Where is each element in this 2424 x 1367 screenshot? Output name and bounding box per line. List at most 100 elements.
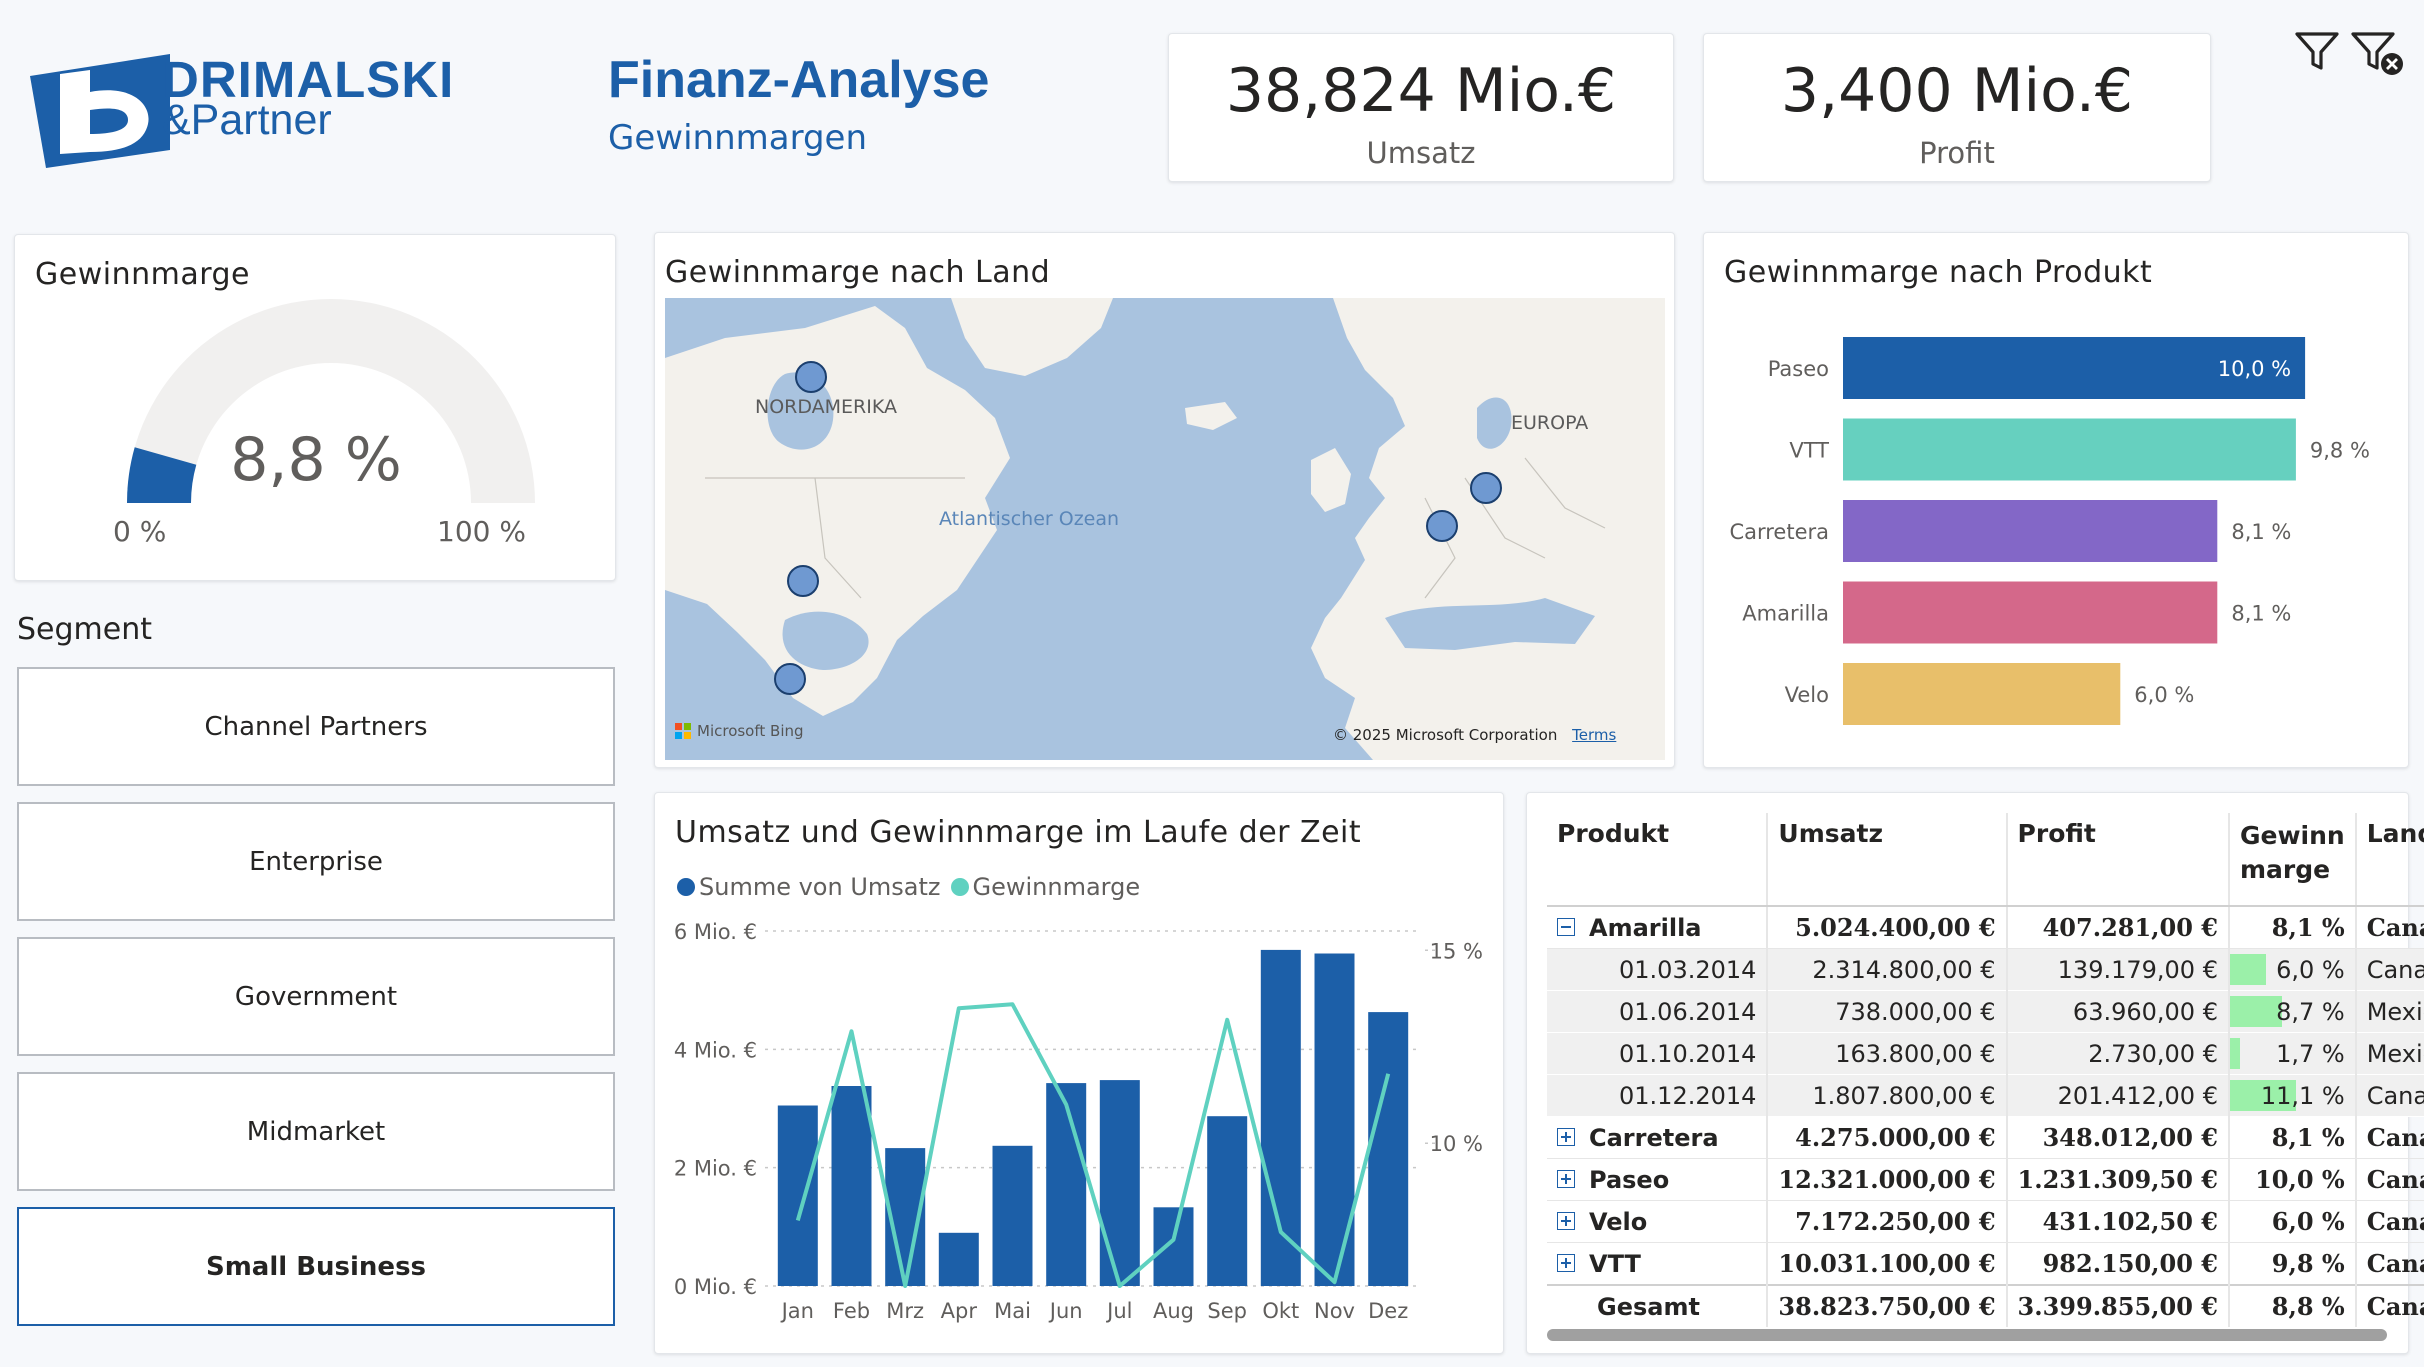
x-tick-label: Feb — [833, 1299, 870, 1323]
cell-profit: 2.730,00 € — [2006, 1032, 2230, 1075]
cell-text: 6,0 % — [2271, 1207, 2345, 1236]
terms-link[interactable]: Terms — [1572, 726, 1617, 744]
x-tick-label: Sep — [1207, 1299, 1247, 1323]
cell-marge: 11,1 % — [2228, 1074, 2357, 1117]
matrix-scrollbar[interactable] — [1547, 1329, 2387, 1341]
cell-produkt: VTT — [1547, 1242, 1769, 1286]
product-bar-velo[interactable] — [1843, 663, 2121, 725]
gewinnmarge-line[interactable] — [795, 1002, 1391, 1288]
cell-umsatz: 10.031.100,00 € — [1767, 1242, 2008, 1286]
product-bar-chart: Paseo 10,0 % VTT 9,8 % Carretera 8,1 % Amarill… — [1729, 337, 2370, 725]
cell-profit: 407.281,00 € — [2006, 906, 2230, 949]
matrix-row-01-03-2014: 01.03.2014 2.314.800,00 € 139.179,00 € 6,0 … — [1547, 948, 2424, 991]
segment-item-channel-partners[interactable]: Channel Partners — [17, 667, 615, 786]
map-bubble-germany[interactable] — [1470, 472, 1502, 504]
product-bar-vtt[interactable] — [1843, 418, 2296, 481]
product-category-label: Velo — [1785, 683, 1829, 707]
segment-item-label: Government — [234, 981, 398, 1012]
map-land-greenland — [951, 298, 1113, 376]
cell-produkt: Paseo — [1547, 1158, 1769, 1201]
cell-marge: 10,0 % — [2228, 1158, 2357, 1201]
map-copyright: © 2025 Microsoft Corporation Terms — [1333, 726, 1616, 744]
cell-profit: 139.179,00 € — [2006, 948, 2230, 991]
matrix-row-paseo[interactable]: Paseo 12.321.000,00 € 1.231.309,50 € 10,0 %… — [1547, 1158, 2424, 1201]
expand-icon[interactable] — [1557, 1127, 1575, 1146]
cell-produkt: Gesamt — [1547, 1284, 1769, 1327]
matrix-row-01-12-2014: 01.12.2014 1.807.800,00 € 201.412,00 € 11,1… — [1547, 1074, 2424, 1117]
matrix-row-vtt[interactable]: VTT 10.031.100,00 € 982.150,00 € 9,8 % Canad… — [1547, 1242, 2424, 1286]
map-view[interactable]: NORDAMERIKA EUROPA Atlantischer Ozean Mi… — [665, 298, 1665, 760]
umsatz-bar-aug[interactable] — [1153, 1207, 1194, 1286]
time-chart-title: Umsatz und Gewinnmarge im Laufe der Zeit — [675, 815, 1362, 850]
map-label-north-america: NORDAMERIKA — [755, 396, 897, 418]
header-profit[interactable]: Profit — [2006, 813, 2230, 907]
x-tick-label: Mai — [994, 1299, 1031, 1323]
matrix-row-carretera[interactable]: Carretera 4.275.000,00 € 348.012,00 € 8,1 %… — [1547, 1116, 2424, 1159]
cell-produkt: 01.10.2014 — [1547, 1032, 1769, 1075]
x-tick-label: Jun — [1048, 1299, 1083, 1323]
matrix-row-gesamt: Gesamt 38.823.750,00 € 3.399.855,00 € 8,8 %… — [1547, 1284, 2424, 1327]
map-bubble-mexico[interactable] — [774, 663, 806, 695]
header-land[interactable]: Land — [2355, 813, 2424, 907]
umsatz-bar-okt[interactable] — [1260, 949, 1301, 1286]
segment-item-enterprise[interactable]: Enterprise — [17, 802, 615, 921]
marge-data-bar — [2229, 954, 2266, 985]
expand-icon[interactable] — [1557, 1169, 1575, 1188]
product-bar-paseo[interactable] — [1843, 337, 2306, 399]
cell-land: Canada — [2355, 906, 2424, 949]
matrix-row-amarilla[interactable]: Amarilla 5.024.400,00 € 407.281,00 € 8,1 % C… — [1547, 906, 2424, 949]
x-tick-label: Dez — [1368, 1299, 1408, 1323]
umsatz-bar-nov[interactable] — [1314, 953, 1355, 1287]
header-produkt[interactable]: Produkt — [1547, 813, 1769, 907]
umsatz-bar-sep[interactable] — [1207, 1116, 1248, 1286]
cell-umsatz: 738.000,00 € — [1767, 990, 2008, 1033]
map-bubble-canada[interactable] — [795, 361, 827, 393]
matrix-table: Produkt Umsatz Profit Gewinn marge Land … — [1547, 813, 2424, 1327]
cell-land: Canada — [2355, 1200, 2424, 1243]
logo-sub: &Partner — [162, 96, 332, 144]
cell-umsatz: 1.807.800,00 € — [1767, 1074, 2008, 1117]
marge-data-bar — [2229, 996, 2282, 1027]
cell-produkt: 01.03.2014 — [1547, 948, 1769, 991]
product-value-label: 8,1 % — [2231, 602, 2291, 626]
segment-item-government[interactable]: Government — [17, 937, 615, 1056]
umsatz-bar-apr[interactable] — [938, 1232, 979, 1287]
segment-item-midmarket[interactable]: Midmarket — [17, 1072, 615, 1191]
cell-text: Canada — [2366, 955, 2424, 984]
product-bar-carretera[interactable] — [1843, 500, 2218, 562]
gauge-track — [127, 299, 535, 503]
map-bubble-usa[interactable] — [787, 565, 819, 597]
umsatz-bar-jul[interactable] — [1099, 1080, 1140, 1286]
matrix-row-velo[interactable]: Velo 7.172.250,00 € 431.102,50 € 6,0 % Canad… — [1547, 1200, 2424, 1243]
product-bar-amarilla[interactable] — [1843, 581, 2218, 644]
cell-text: Mexico — [2366, 1039, 2424, 1068]
expand-icon[interactable] — [1557, 1211, 1575, 1230]
clear-filter-icon[interactable] — [2350, 30, 2406, 78]
cell-text: 8,1 % — [2271, 913, 2345, 942]
microsoft-icon — [675, 723, 691, 739]
bing-label: Microsoft Bing — [697, 722, 804, 740]
kpi-value: 38,824 Mio.€ — [1225, 56, 1617, 126]
umsatz-bar-dez[interactable] — [1368, 1012, 1409, 1286]
collapse-icon[interactable] — [1557, 917, 1575, 936]
cell-marge: 9,8 % — [2228, 1242, 2357, 1286]
umsatz-bar-mai[interactable] — [992, 1145, 1033, 1286]
cell-text: 1.231.309,50 € — [2017, 1165, 2218, 1194]
cell-profit: 348.012,00 € — [2006, 1116, 2230, 1159]
cell-text: Canada — [2366, 1081, 2424, 1110]
map-bubble-france[interactable] — [1426, 510, 1458, 542]
cell-text: Canada — [2366, 1292, 2424, 1321]
product-category-label: Amarilla — [1742, 602, 1829, 626]
expand-icon[interactable] — [1557, 1253, 1575, 1272]
map-basemap — [665, 298, 1665, 760]
gauge-max-label: 100 % — [437, 515, 526, 548]
umsatz-bar-jan[interactable] — [777, 1105, 818, 1287]
segment-item-small-business[interactable]: Small Business — [17, 1207, 615, 1326]
header-umsatz[interactable]: Umsatz — [1767, 813, 2008, 907]
filter-icon[interactable] — [2294, 30, 2340, 74]
umsatz-bar-jun[interactable] — [1046, 1083, 1087, 1286]
header-marge[interactable]: Gewinn marge — [2228, 813, 2357, 907]
cell-marge: 6,0 % — [2228, 948, 2357, 991]
umsatz-bar-feb[interactable] — [831, 1086, 872, 1286]
cell-text: 01.03.2014 — [1619, 955, 1757, 984]
